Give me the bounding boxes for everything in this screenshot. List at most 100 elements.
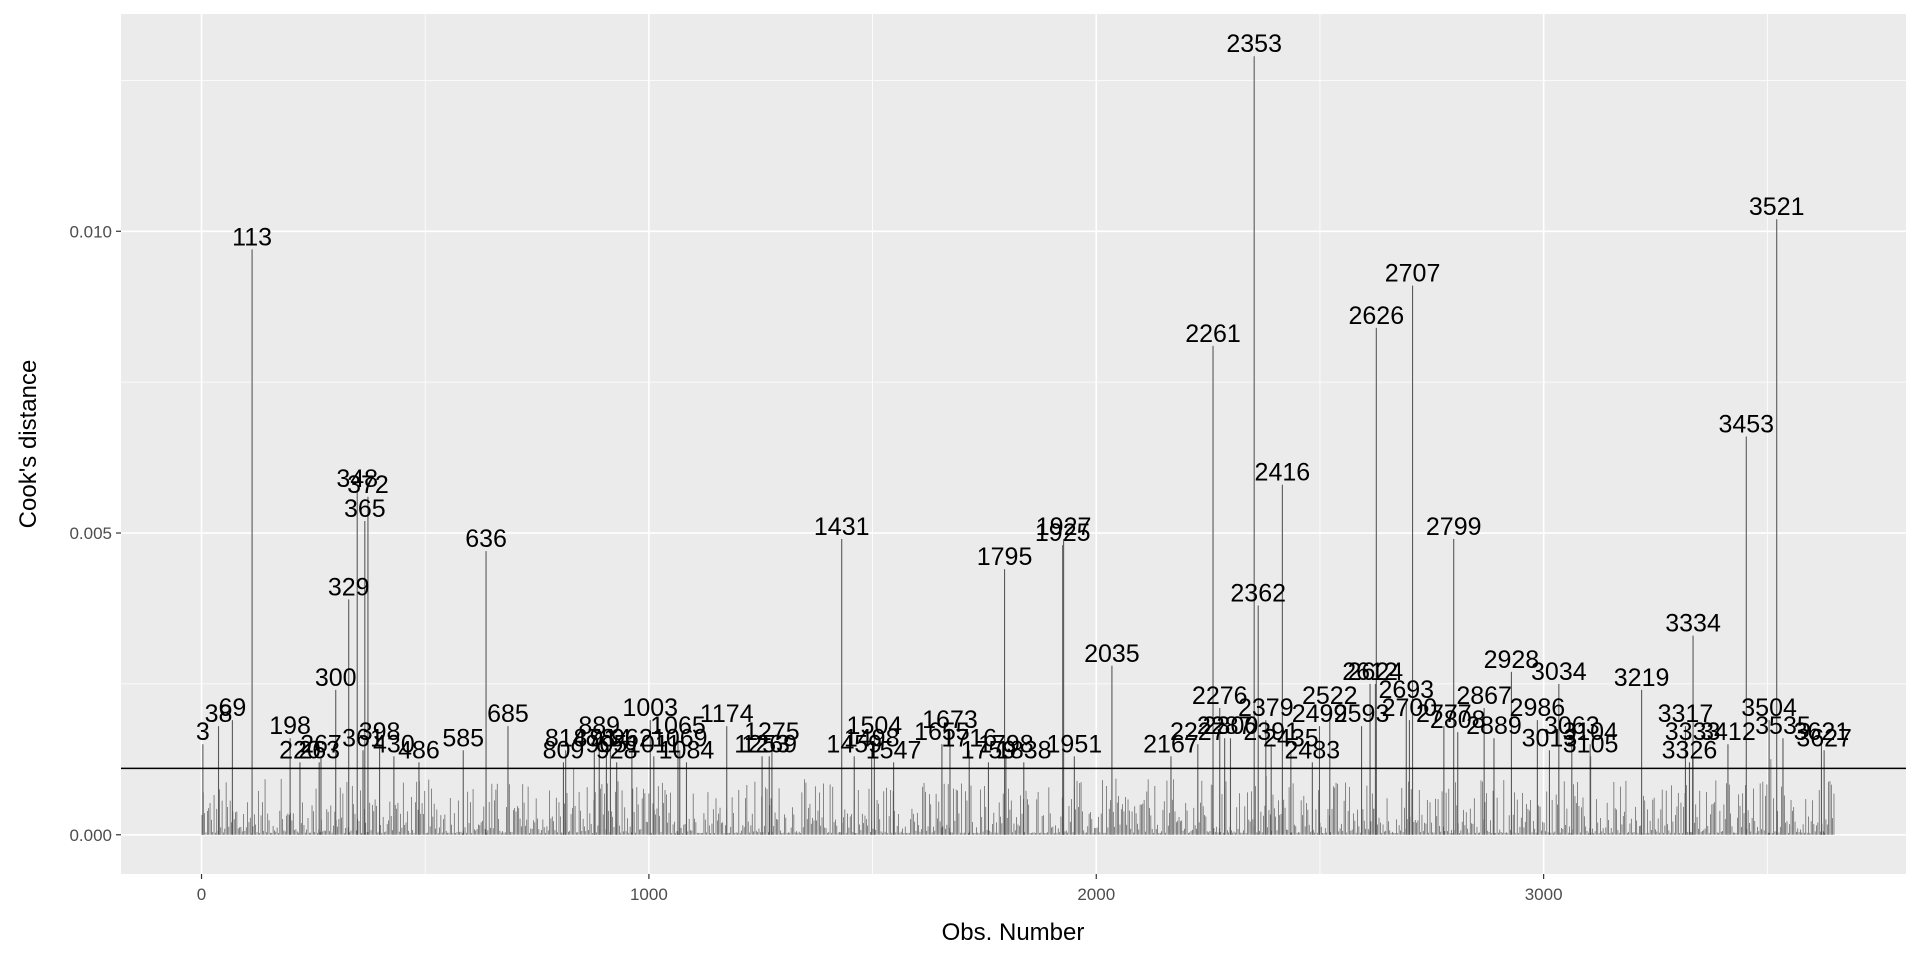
plot-panel <box>121 14 1906 874</box>
point-label: 2416 <box>1255 459 1311 487</box>
point-label: 1275 <box>744 718 800 746</box>
point-label: 3013 <box>1522 724 1578 752</box>
point-label: 220 <box>279 736 321 764</box>
point-label: 2300 <box>1203 712 1259 740</box>
point-label: 814 <box>545 724 587 752</box>
point-label: 2227 <box>1170 718 1226 746</box>
point-label: 3504 <box>1741 694 1797 722</box>
point-label: 1759 <box>961 736 1017 764</box>
y-tick-label: 0.000 <box>69 826 112 845</box>
point-label: 486 <box>398 736 440 764</box>
point-label: 3317 <box>1658 700 1714 728</box>
point-label: 300 <box>315 664 357 692</box>
point-label: 1547 <box>866 736 922 764</box>
point-label: 365 <box>344 495 386 523</box>
point-label: 2808 <box>1430 706 1486 734</box>
point-label: 1069 <box>652 724 708 752</box>
point-label: 1927 <box>1036 513 1092 541</box>
point-label: 263 <box>298 736 340 764</box>
point-label: 3034 <box>1531 658 1587 686</box>
point-label: 3104 <box>1562 718 1618 746</box>
point-label: 889 <box>578 712 620 740</box>
point-label: 2693 <box>1378 676 1434 704</box>
point-label: 1798 <box>978 730 1034 758</box>
point-label: 1925 <box>1035 519 1091 547</box>
point-label: 2483 <box>1285 736 1341 764</box>
point-label: 2167 <box>1143 730 1199 758</box>
point-label: 113 <box>232 223 272 251</box>
x-axis-title: Obs. Number <box>942 919 1085 946</box>
point-label: 1431 <box>814 513 870 541</box>
point-label: 3105 <box>1563 730 1619 758</box>
point-label: 2522 <box>1302 682 1358 710</box>
point-label: 3 <box>196 718 210 746</box>
point-label: 3627 <box>1796 724 1852 752</box>
point-label: 2353 <box>1226 30 1282 58</box>
y-tick-label: 0.010 <box>69 222 112 241</box>
point-label: 3535 <box>1755 712 1811 740</box>
point-label: 267 <box>300 730 342 758</box>
point-label: 3063 <box>1544 712 1600 740</box>
point-label: 878 <box>573 724 615 752</box>
point-label: 1011 <box>627 730 681 758</box>
point-label: 398 <box>359 718 401 746</box>
point-label: 1269 <box>741 730 797 758</box>
point-label: 2867 <box>1456 682 1512 710</box>
point-label: 430 <box>373 730 415 758</box>
point-label: 372 <box>347 471 389 499</box>
point-label: 2593 <box>1334 700 1390 728</box>
point-label: 2612 <box>1342 658 1398 686</box>
point-label: 2276 <box>1192 682 1248 710</box>
axes: 0 1000 2000 3000 0.000 0.005 0.010 <box>69 222 1562 904</box>
point-label: 3412 <box>1700 718 1756 746</box>
point-label: 348 <box>336 465 378 493</box>
point-label: 2624 <box>1348 658 1404 686</box>
point-label: 2499 <box>1292 700 1348 728</box>
point-label: 2799 <box>1426 513 1482 541</box>
point-label: 905 <box>586 730 628 758</box>
point-label: 2035 <box>1084 640 1140 668</box>
point-label: 809 <box>543 736 585 764</box>
point-label: 361 <box>342 724 384 752</box>
point-label: 69 <box>218 694 246 722</box>
point-label: 3334 <box>1665 610 1721 638</box>
point-label: 2707 <box>1385 260 1441 288</box>
point-label: 2391 <box>1243 718 1299 746</box>
x-tick-label: 3000 <box>1525 885 1563 904</box>
point-label: 1174 <box>700 700 754 728</box>
x-tick-label: 1000 <box>630 885 668 904</box>
point-label: 198 <box>269 712 311 740</box>
point-label: 2777 <box>1416 700 1472 728</box>
point-label: 928 <box>596 736 638 764</box>
point-label: 962 <box>611 724 653 752</box>
point-label: 2362 <box>1230 579 1286 607</box>
point-label: 636 <box>465 525 507 553</box>
point-label: 1716 <box>941 724 997 752</box>
x-tick-label: 2000 <box>1077 885 1115 904</box>
y-axis-title: Cook's distance <box>15 360 42 529</box>
point-label: 2261 <box>1185 320 1241 348</box>
point-label: 2700 <box>1382 694 1438 722</box>
point-label: 3333 <box>1665 718 1721 746</box>
point-label: 1084 <box>659 736 715 764</box>
point-label: 3453 <box>1718 410 1774 438</box>
point-label: 3219 <box>1614 664 1670 692</box>
point-label: 1253 <box>734 730 790 758</box>
point-label: 1795 <box>977 543 1033 571</box>
point-label: 38 <box>205 700 233 728</box>
point-label: 1459 <box>826 730 882 758</box>
point-label: 1655 <box>914 718 970 746</box>
point-label: 2435 <box>1263 724 1319 752</box>
point-label: 585 <box>442 724 484 752</box>
cooks-distance-bars <box>201 56 1835 835</box>
point-label: 1065 <box>650 712 706 740</box>
point-label: 914 <box>590 724 632 752</box>
point-label: 3621 <box>1794 718 1850 746</box>
point-label: 1504 <box>847 712 903 740</box>
point-label: 2889 <box>1466 712 1522 740</box>
point-label: 1003 <box>622 694 678 722</box>
point-label: 3326 <box>1662 736 1718 764</box>
point-label: 1673 <box>922 706 978 734</box>
